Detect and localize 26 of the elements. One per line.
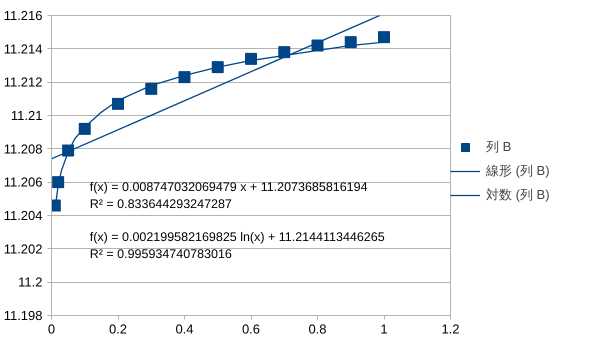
y-tick-label: 11.208	[4, 141, 42, 156]
annotation: R² = 0.995934740783016	[90, 246, 232, 261]
y-tick-label: 11.2	[18, 274, 43, 290]
legend-label: 対数 (列 B)	[486, 186, 550, 204]
x-tick-label: 0.6	[242, 322, 260, 336]
legend-label: 線形 (列 B)	[486, 162, 550, 180]
x-tick-label: 0.4	[175, 322, 194, 336]
x-tick-label: 1.2	[441, 322, 460, 336]
annotation: f(x) = 0.008747032069479 x + 11.2073685816194	[90, 180, 368, 194]
y-tick-label: 11.206	[4, 174, 42, 190]
point	[378, 31, 390, 44]
x-tick-label: 0.2	[108, 322, 128, 336]
y-tick-label: 11.204	[4, 208, 42, 223]
y-tick-label: 11.202	[4, 241, 42, 256]
x-tick-label: 1	[380, 322, 388, 336]
x-tick-label: 0.8	[308, 322, 327, 336]
y-tick-label: 11.21	[10, 108, 43, 123]
x-tick-label: 0	[48, 322, 56, 336]
annotation: R² = 0.833644293247287	[90, 196, 232, 211]
legend-label: 列 B	[486, 138, 512, 156]
y-tick-label: 11.212	[4, 74, 42, 90]
y-tick-label: 11.214	[4, 41, 42, 56]
y-tick-label: 11.198	[4, 308, 42, 323]
annotation: f(x) = 0.002199582169825 ln(x) + 11.2144113446265	[90, 230, 385, 244]
y-tick-label: 11.216	[4, 8, 42, 23]
point	[178, 71, 190, 84]
